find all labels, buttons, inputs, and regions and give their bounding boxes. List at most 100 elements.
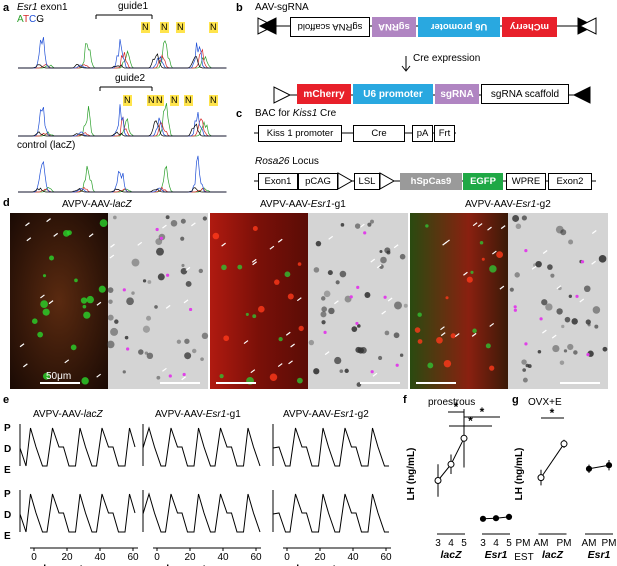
colocalized-dot (383, 295, 387, 299)
cell-nucleus (512, 215, 520, 222)
cell-arrow (183, 299, 189, 304)
fluorescent-cell (425, 224, 429, 228)
data-point (605, 462, 613, 469)
colocalized-dot (323, 330, 327, 334)
cell-arrow (296, 297, 302, 302)
cell-arrow (442, 241, 447, 246)
cell-nucleus (351, 326, 358, 332)
y-axis-label: LH (ng/mL) (514, 448, 525, 501)
panel-b-title: AAV-sgRNA (255, 2, 309, 13)
cell-arrow (370, 258, 376, 263)
cell-nucleus (320, 311, 327, 318)
cell-arrow (290, 343, 295, 348)
state-label: E (4, 465, 11, 476)
colocalized-dot (188, 307, 193, 312)
cell-nucleus (327, 270, 333, 276)
x-tick-label: AM (582, 538, 597, 549)
n-marker: N (160, 22, 169, 33)
cell-arrow (477, 223, 483, 228)
cell-nucleus (567, 343, 574, 351)
cell-arrow (243, 340, 249, 345)
cell-nucleus (573, 350, 578, 355)
cell-nucleus (537, 349, 542, 354)
fluorescent-cell (258, 305, 265, 313)
cell-arrow (137, 241, 143, 246)
fluorescent-cell (470, 270, 474, 274)
cell-arrow (542, 250, 548, 255)
lsl-box: LSL (354, 173, 380, 190)
x-tick-label: 40 (347, 552, 359, 563)
trace-line (18, 155, 227, 193)
cell-arrow (25, 222, 30, 227)
fluorescent-cell (42, 372, 50, 380)
cell-nucleus (156, 375, 161, 380)
fluorescent-cell (284, 271, 291, 278)
cell-nucleus (165, 215, 170, 220)
cell-nucleus (370, 219, 374, 224)
y-axis-label: LH (ng/mL) (406, 448, 417, 501)
colocalized-dot (513, 308, 517, 312)
cell-nucleus (399, 353, 404, 357)
x-tick-label: 40 (217, 552, 229, 563)
cell-arrow (463, 271, 468, 276)
cell-nucleus (124, 335, 129, 340)
cre-expression-label: Cre expression (413, 53, 481, 64)
cell-nucleus (131, 291, 135, 295)
bac-gene: Kiss1 (292, 108, 318, 119)
cell-nucleus (110, 327, 119, 336)
micrographs (10, 213, 608, 389)
cell-arrow (579, 298, 585, 303)
trace-line (18, 53, 227, 69)
cell-nucleus (394, 301, 402, 310)
cell-arrow (591, 230, 597, 234)
cell-nucleus (403, 303, 408, 308)
significance-star: * (454, 400, 459, 414)
cell-nucleus (313, 267, 320, 273)
cell-nucleus (321, 306, 327, 313)
n-marker: N (155, 95, 164, 106)
x-tick-label: PM (602, 538, 617, 549)
fluorescent-cell (479, 241, 484, 245)
cell-nucleus (568, 294, 573, 298)
colocalized-dot (395, 363, 399, 367)
state-label: E (4, 531, 11, 542)
data-point (492, 515, 500, 522)
panel-e-label: e (3, 394, 10, 406)
state-label: P (4, 423, 11, 434)
colocalized-dot (575, 294, 579, 298)
fluorescent-cell (221, 264, 227, 271)
colocalized-dot (349, 295, 353, 299)
cell-nucleus (560, 229, 567, 236)
colocalized-dot (168, 374, 172, 378)
cell-nucleus (563, 349, 568, 353)
trace-line (18, 187, 227, 193)
fluorescent-cell (417, 339, 423, 344)
x-tick-label: AM (534, 538, 549, 549)
control-label: control (lacZ) (17, 140, 76, 151)
fluorescent-cell (98, 285, 106, 293)
fluorescent-cell (223, 335, 230, 342)
fluorescent-cell (417, 312, 422, 317)
group-label: Esr1 (588, 549, 611, 561)
cell-nucleus (339, 369, 344, 374)
panel-a-label: a (3, 2, 10, 14)
cell-arrow (269, 245, 275, 250)
cell-nucleus (200, 357, 204, 362)
cell-nucleus (114, 319, 119, 324)
x-tick-label: 0 (154, 552, 160, 563)
cell-nucleus (142, 325, 151, 333)
cell-nucleus (155, 238, 163, 245)
x-tick-label: 3 (435, 538, 441, 549)
data-point (560, 440, 568, 448)
fluorescence-image (210, 213, 308, 389)
fluorescent-cell (237, 264, 243, 270)
n-marker: N (147, 95, 156, 106)
base-g: G (36, 14, 45, 25)
panel-b-label: b (236, 2, 243, 14)
cell-nucleus (170, 219, 178, 227)
x-tick-label: 60 (127, 552, 139, 563)
cell-nucleus (583, 285, 591, 293)
cell-arrow (191, 222, 196, 227)
cell-arrow (40, 294, 45, 299)
n-marker: N (209, 22, 218, 33)
